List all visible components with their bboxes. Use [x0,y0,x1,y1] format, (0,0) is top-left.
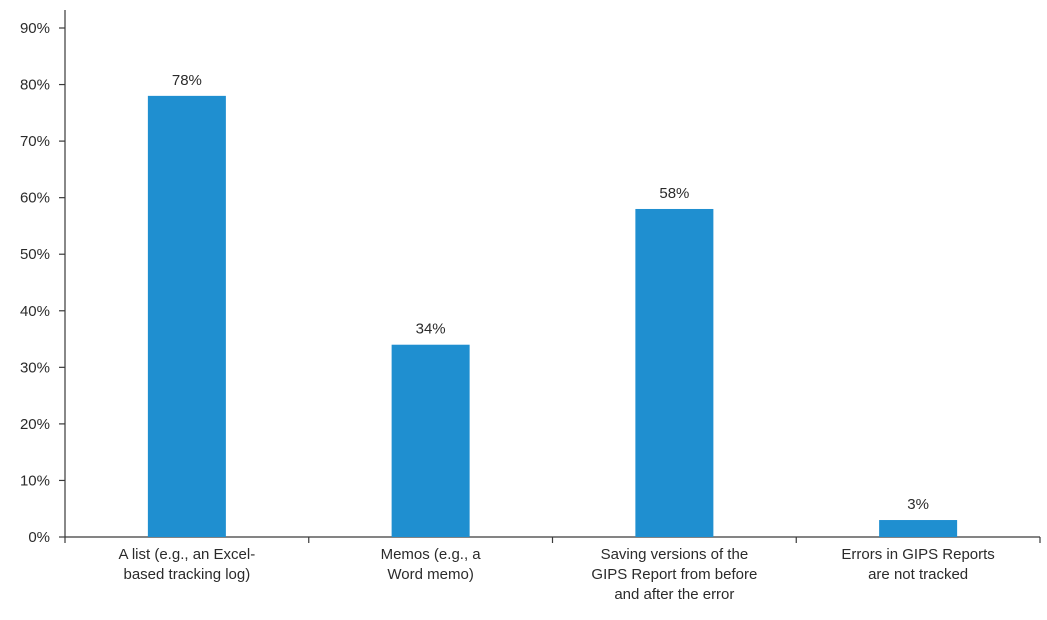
bar [147,95,226,537]
bars [147,95,958,537]
data-label: 34% [416,321,446,338]
y-tick-label: 70% [20,133,50,150]
category-labels: A list (e.g., an Excel-based tracking lo… [119,546,995,603]
data-labels: 78% 34% 58% 3% [172,72,929,513]
category-label-line: based tracking log) [124,566,251,583]
category-label: A list (e.g., an Excel-based tracking lo… [119,546,256,583]
data-label: 3% [907,496,929,513]
category-label-line: Saving versions of the [601,546,749,563]
y-tick-label: 60% [20,190,50,207]
y-tick-label: 50% [20,246,50,263]
category-label: Memos (e.g., a Word memo) [381,546,482,583]
bar [635,208,714,537]
x-axis [64,536,1041,543]
category-label-line: and after the error [614,586,734,603]
y-tick-label: 20% [20,416,50,433]
bar [879,520,958,537]
category-label-line: GIPS Report from before [591,566,757,583]
category-label-line: Memos (e.g., a [381,546,482,563]
data-label: 78% [172,72,202,89]
y-tick-label: 10% [20,472,50,489]
category-label-line: Word memo) [387,566,473,583]
y-tick-label: 90% [20,20,50,37]
y-tick-label: 80% [20,77,50,94]
data-label: 58% [659,185,689,202]
y-tick-label: 0% [28,529,50,546]
y-tick-label: 40% [20,303,50,320]
category-label-line: are not tracked [868,566,968,583]
category-label-line: Errors in GIPS Reports [841,546,994,563]
category-label: Errors in GIPS Reports are not tracked [841,546,994,583]
y-tick-label: 30% [20,359,50,376]
bar [391,344,470,537]
y-axis: 0% 10% 20% 30% 40% 50% 60% 70% 80% 90% [20,10,66,546]
category-label-line: A list (e.g., an Excel- [119,546,256,563]
category-label: Saving versions of the GIPS Report from b… [591,546,757,603]
